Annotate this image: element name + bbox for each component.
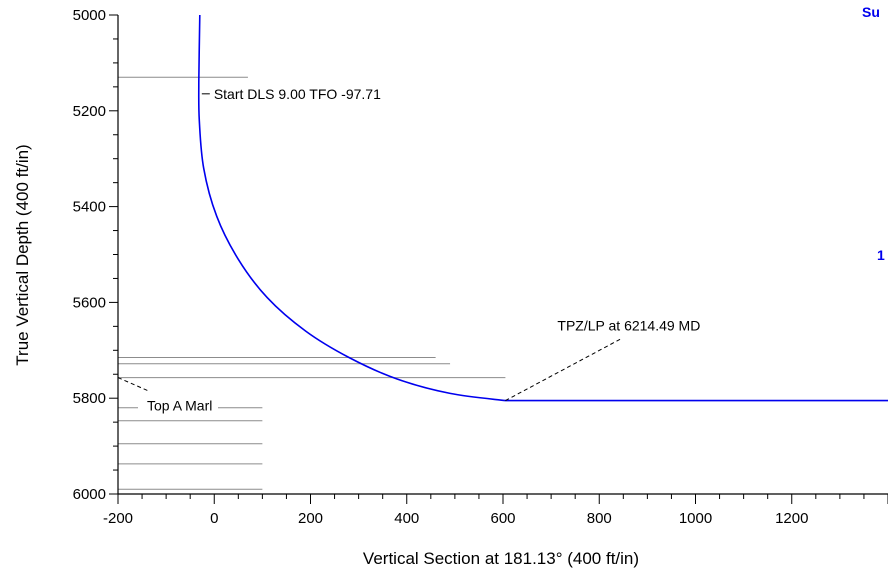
annotation-tpz-lp: TPZ/LP at 6214.49 MD xyxy=(557,318,700,334)
edge-label-top-right: Su xyxy=(862,4,880,20)
x-axis-label: Vertical Section at 181.13° (400 ft/in) xyxy=(363,549,639,568)
x-tick-label: -200 xyxy=(103,510,133,527)
edge-label-mid-right: 1 xyxy=(877,247,885,263)
x-tick-label: 600 xyxy=(490,510,515,527)
x-tick-label: 200 xyxy=(298,510,323,527)
y-tick-label: 5000 xyxy=(73,7,106,24)
x-tick-label: 800 xyxy=(587,510,612,527)
annotation-label-background xyxy=(138,395,218,416)
y-tick-label: 5400 xyxy=(73,199,106,216)
x-tick-label: 0 xyxy=(210,510,218,527)
y-axis-label: True Vertical Depth (400 ft/in) xyxy=(13,144,32,365)
y-tick-label: 6000 xyxy=(73,486,106,503)
y-tick-label: 5800 xyxy=(73,390,106,407)
x-tick-label: 1200 xyxy=(775,510,808,527)
annotation-leader-dashed xyxy=(117,377,151,393)
annotation-leader-dashed xyxy=(505,338,622,402)
x-tick-label: 400 xyxy=(394,510,419,527)
y-tick-label: 5200 xyxy=(73,103,106,120)
wellpath-line xyxy=(197,14,888,402)
x-tick-label: 1000 xyxy=(679,510,712,527)
series-group xyxy=(197,14,888,402)
formation-lines xyxy=(118,76,506,490)
annotation-top-a-marl: Top A Marl xyxy=(147,398,212,414)
axes: 5000 5200 5400 5600 5800 6000 -200 0 200 400 600 80… xyxy=(73,7,888,527)
annotation-start-dls: Start DLS 9.00 TFO -97.71 xyxy=(214,86,381,102)
y-tick-label: 5600 xyxy=(73,294,106,311)
annotations: Start DLS 9.00 TFO -97.71 TPZ/LP at 6214.… xyxy=(117,86,700,416)
